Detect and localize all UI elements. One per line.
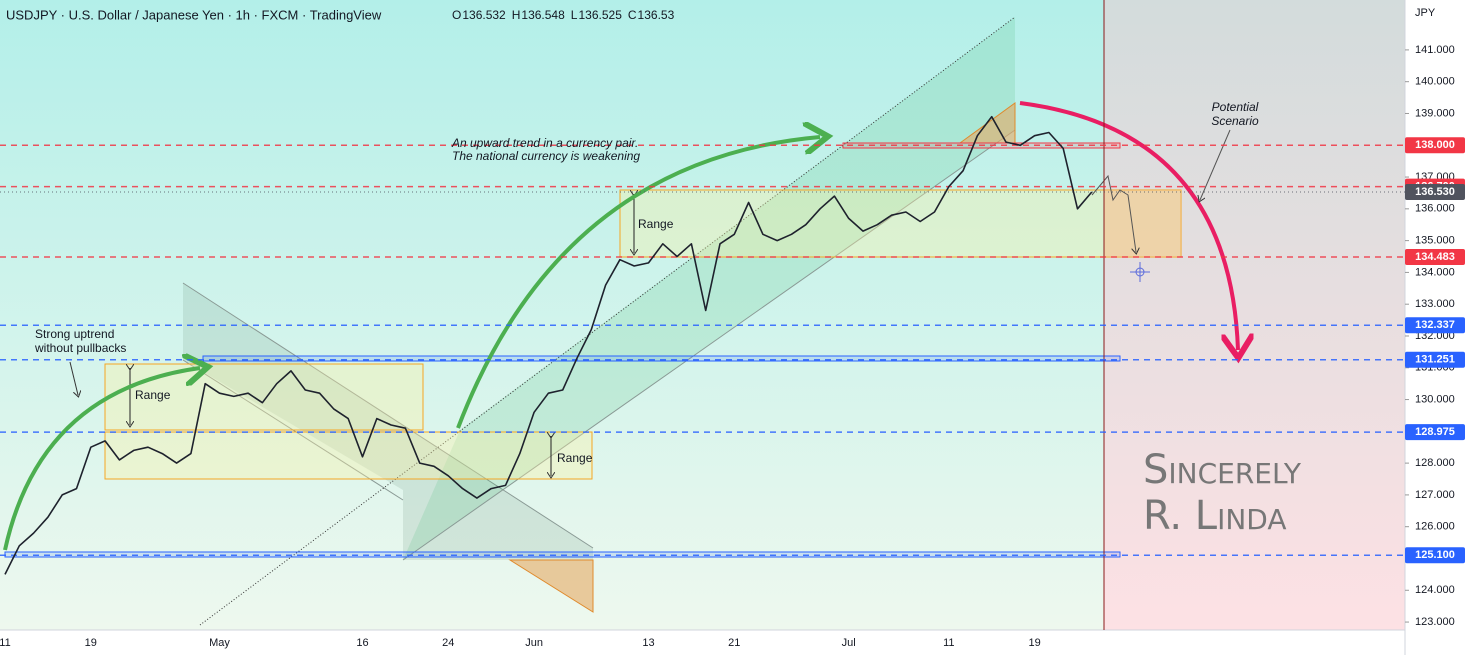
level-tag: [1405, 183, 1465, 200]
x-tick-label: May: [209, 637, 230, 649]
level-label: 136.530: [1415, 186, 1455, 198]
x-tick-label: 21: [728, 637, 740, 649]
ohlc-key: C: [628, 8, 637, 22]
up-channel: [403, 17, 1015, 560]
level-tag: [1405, 351, 1465, 368]
pink-arc: [1019, 101, 1238, 350]
y-tick-label: 140.000: [1415, 76, 1455, 88]
level-tag: [1405, 547, 1465, 564]
range-label: Range: [135, 388, 171, 402]
y-tick-label: 133.000: [1415, 298, 1455, 310]
channel-line: [182, 282, 594, 549]
ohlc-key: O: [452, 8, 461, 22]
note-arrow: [1200, 129, 1231, 200]
range-label: Range: [557, 451, 593, 465]
range-label: Range: [638, 217, 674, 231]
y-tick-label: 123.000: [1415, 616, 1455, 628]
level-label: 132.337: [1415, 319, 1455, 331]
green-arc: [3, 368, 200, 551]
ohlc-value: 136.53: [638, 8, 675, 22]
level-tag: [1405, 249, 1465, 266]
triangle: [508, 559, 594, 613]
x-tick-label: Jun: [525, 637, 543, 649]
currency: JPY: [1415, 7, 1436, 19]
level-label: 138.000: [1415, 139, 1455, 151]
x-tick-label: 16: [356, 637, 368, 649]
note: without pullbacks: [34, 341, 126, 355]
green-arc: [456, 137, 820, 429]
y-tick-label: 141.000: [1415, 44, 1455, 56]
y-tick-label: 127.000: [1415, 489, 1455, 501]
note: Strong uptrend: [35, 327, 114, 341]
range-box: [619, 189, 1182, 258]
x-tick-label: 19: [85, 637, 97, 649]
ohlc-key: L: [571, 8, 578, 22]
level-tag: [1405, 424, 1465, 441]
level-tag: [1405, 317, 1465, 334]
time-axis-bg: [0, 630, 1405, 655]
level-label: 128.975: [1415, 426, 1455, 438]
crosshair: [1130, 262, 1150, 282]
note: Scenario: [1211, 114, 1259, 128]
down-channel: [183, 283, 593, 560]
y-tick-label: 128.000: [1415, 457, 1455, 469]
y-tick-label: 134.000: [1415, 266, 1455, 278]
note: Potential: [1212, 100, 1259, 114]
y-tick-label: 136.000: [1415, 203, 1455, 215]
y-tick-label: 124.000: [1415, 584, 1455, 596]
ohlc-key: H: [512, 8, 521, 22]
ohlc-value: 136.525: [578, 8, 622, 22]
note-arrow: [69, 361, 78, 395]
channel-line: [402, 129, 1016, 561]
x-tick-label: 11: [0, 637, 11, 649]
projection: [1091, 174, 1136, 252]
chart-title: USDJPY · U.S. Dollar / Japanese Yen · 1h…: [6, 7, 382, 22]
price-line: [4, 115, 1093, 575]
level-tag: [1405, 137, 1465, 154]
plot: [4, 115, 1093, 575]
note: An upward trend in a currency pair.: [451, 136, 638, 150]
level-label: 134.483: [1415, 251, 1455, 263]
y-tick-label: 126.000: [1415, 521, 1455, 533]
ohlc-value: 136.548: [521, 8, 565, 22]
x-tick-label: 24: [442, 637, 454, 649]
y-tick-label: 135.000: [1415, 235, 1455, 247]
x-tick-label: Jul: [842, 637, 856, 649]
x-tick-label: 13: [642, 637, 654, 649]
x-tick-label: 11: [943, 637, 954, 649]
note: The national currency is weakening: [452, 149, 640, 163]
y-tick-label: 139.000: [1415, 107, 1455, 119]
annotations: Strong uptrend without pullbacks Range R…: [0, 7, 1465, 649]
signature: Sincerely: [1143, 447, 1302, 493]
ohlc-value: 136.532: [462, 8, 506, 22]
level-label: 125.100: [1415, 549, 1455, 561]
x-tick-label: 19: [1028, 637, 1040, 649]
level-label: 131.251: [1415, 354, 1455, 366]
y-tick-label: 130.000: [1415, 393, 1455, 405]
levels: [0, 144, 1405, 557]
plot-bg: [0, 0, 1104, 630]
range-box: [1104, 190, 1181, 257]
range-box: [104, 431, 593, 480]
level-box: [4, 551, 1121, 558]
forecast-bg: [1104, 0, 1405, 630]
signature: R. Linda: [1143, 493, 1287, 539]
drawings: [3, 0, 1238, 630]
